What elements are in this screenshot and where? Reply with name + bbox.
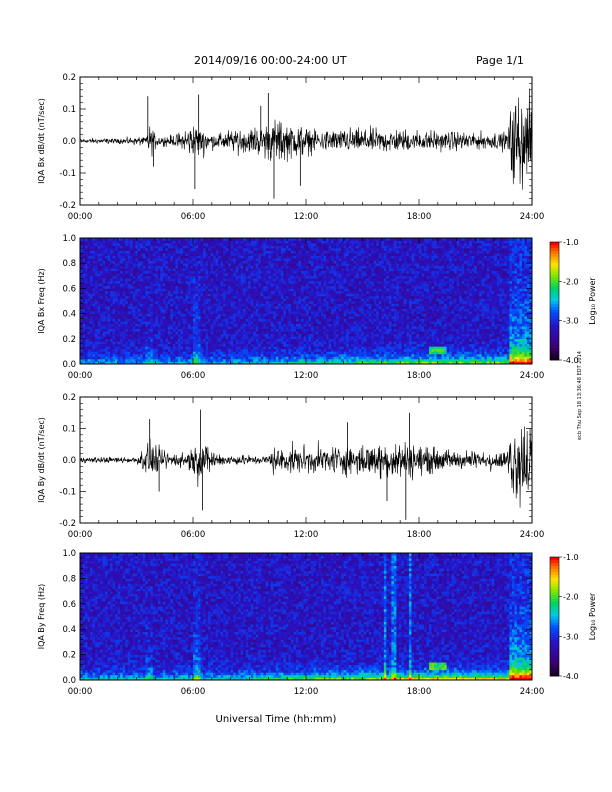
panel-3-xtick-label: 00:00 bbox=[68, 530, 93, 540]
panel-2-xtick-label: 24:00 bbox=[520, 371, 545, 381]
panel-2-ytick-label: 0.6 bbox=[62, 284, 76, 294]
panel-3-ylabel: IQA By dB/dt (nT/sec) bbox=[37, 417, 46, 503]
panel-2-spectrogram bbox=[80, 238, 533, 365]
panel-2-ytick-label: 0.2 bbox=[62, 335, 76, 345]
colorbar-tick-label: -3.0 bbox=[563, 632, 579, 641]
panel-1-xtick-label: 06:00 bbox=[181, 212, 206, 222]
panel-2-xtick-label: 12:00 bbox=[294, 371, 319, 381]
colorbar-tick-label: -2.0 bbox=[563, 277, 579, 286]
panel-2-xtick-label: 00:00 bbox=[68, 371, 93, 381]
colorbar-label: Log₁₀ Power bbox=[588, 592, 597, 640]
panel-3-ytick-label: 0.2 bbox=[62, 393, 76, 403]
panel-4-ytick-label: 0.0 bbox=[62, 676, 76, 686]
panel-3-ytick-label: -0.2 bbox=[59, 519, 76, 529]
panel-3-xtick-label: 18:00 bbox=[407, 530, 432, 540]
panel-3-xtick-label: 06:00 bbox=[181, 530, 206, 540]
panel-2-colorbar: -1.0 -2.0 -3.0 -4.0 Log₁₀ Power bbox=[549, 238, 597, 365]
panel-4-spectrogram bbox=[80, 553, 533, 681]
panel-2-ylabel: IQA Bx Freq (Hz) bbox=[37, 268, 46, 334]
colorbar-tick-label: -2.0 bbox=[563, 593, 579, 602]
panel-2-ytick-label: 0.4 bbox=[62, 310, 76, 320]
panel-2-ytick-label: 1.0 bbox=[62, 234, 76, 244]
panel-1-ytick-label: 0.2 bbox=[62, 73, 76, 83]
panel-1-ytick-label: -0.1 bbox=[59, 169, 76, 179]
panel-4-ytick-label: 0.6 bbox=[62, 600, 76, 610]
panel-1-ytick-label: -0.2 bbox=[59, 201, 76, 211]
panel-4-xtick-label: 06:00 bbox=[181, 687, 206, 697]
colorbar-tick-label: -4.0 bbox=[563, 356, 579, 365]
panel-4-axes: 00:00 06:00 12:00 18:00 24:00 0.0 0.2 0.4 0.6 0.8… bbox=[37, 549, 544, 697]
panel-4-xtick-label: 24:00 bbox=[520, 687, 545, 697]
panel-3-ytick-label: 0.0 bbox=[62, 456, 76, 466]
panel-1-xtick-label: 18:00 bbox=[407, 212, 432, 222]
panel-4-xtick-label: 12:00 bbox=[294, 687, 319, 697]
panel-2-ytick-label: 0.8 bbox=[62, 259, 76, 269]
panel-4-ytick-label: 0.4 bbox=[62, 625, 76, 635]
panel-3-trace bbox=[79, 426, 533, 508]
panel-2-xtick-label: 18:00 bbox=[407, 371, 432, 381]
panel-3-xtick-label: 24:00 bbox=[520, 530, 545, 540]
panel-1-xtick-label: 00:00 bbox=[68, 212, 93, 222]
colorbar-tick-label: -1.0 bbox=[563, 553, 579, 562]
panel-4-ytick-label: 1.0 bbox=[62, 549, 76, 559]
panel-1-ytick-label: 0.1 bbox=[62, 105, 76, 115]
panel-4-xtick-label: 18:00 bbox=[407, 687, 432, 697]
panel-4-colorbar: -1.0 -2.0 -3.0 -4.0 Log₁₀ Power bbox=[549, 553, 597, 681]
x-axis-label: Universal Time (hh:mm) bbox=[216, 714, 337, 725]
panel-2-ytick-label: 0.0 bbox=[62, 360, 76, 370]
panel-1-xtick-label: 12:00 bbox=[294, 212, 319, 222]
page-number: Page 1/1 bbox=[476, 54, 524, 67]
panel-3-ytick-label: 0.1 bbox=[62, 425, 76, 435]
panel-1-xtick-label: 24:00 bbox=[520, 212, 545, 222]
panel-2-xtick-label: 06:00 bbox=[181, 371, 206, 381]
panel-1-trace bbox=[79, 88, 533, 190]
panel-1-ytick-label: 0.0 bbox=[62, 137, 76, 147]
panel-3-xtick-label: 12:00 bbox=[294, 530, 319, 540]
panel-1-axes: 00:00 06:00 12:00 18:00 24:00 -0.2 -0.1 0.0 0.1 0… bbox=[37, 73, 544, 222]
figure-title: 2014/09/16 00:00-24:00 UT bbox=[194, 54, 347, 67]
panel-3-axes: 00:00 06:00 12:00 18:00 24:00 -0.2 -0.1 0.0 0.1 0… bbox=[37, 393, 544, 540]
colorbar-label: Log₁₀ Power bbox=[588, 277, 597, 325]
panel-4-ytick-label: 0.2 bbox=[62, 651, 76, 661]
panel-2-axes: 00:00 06:00 12:00 18:00 24:00 0.0 0.2 0.4 0.6 0.8… bbox=[37, 234, 544, 381]
colorbar-tick-label: -1.0 bbox=[563, 238, 579, 247]
panel-1-ylabel: IQA Bx dB/dt (nT/sec) bbox=[37, 98, 46, 184]
colorbar-tick-label: -3.0 bbox=[563, 317, 579, 326]
panel-4-ylabel: IQA By Freq (Hz) bbox=[37, 584, 46, 650]
panel-4-xtick-label: 00:00 bbox=[68, 687, 93, 697]
colorbar-tick-label: -4.0 bbox=[563, 672, 579, 681]
panel-4-ytick-label: 0.8 bbox=[62, 574, 76, 584]
panel-3-ytick-label: -0.1 bbox=[59, 488, 76, 498]
